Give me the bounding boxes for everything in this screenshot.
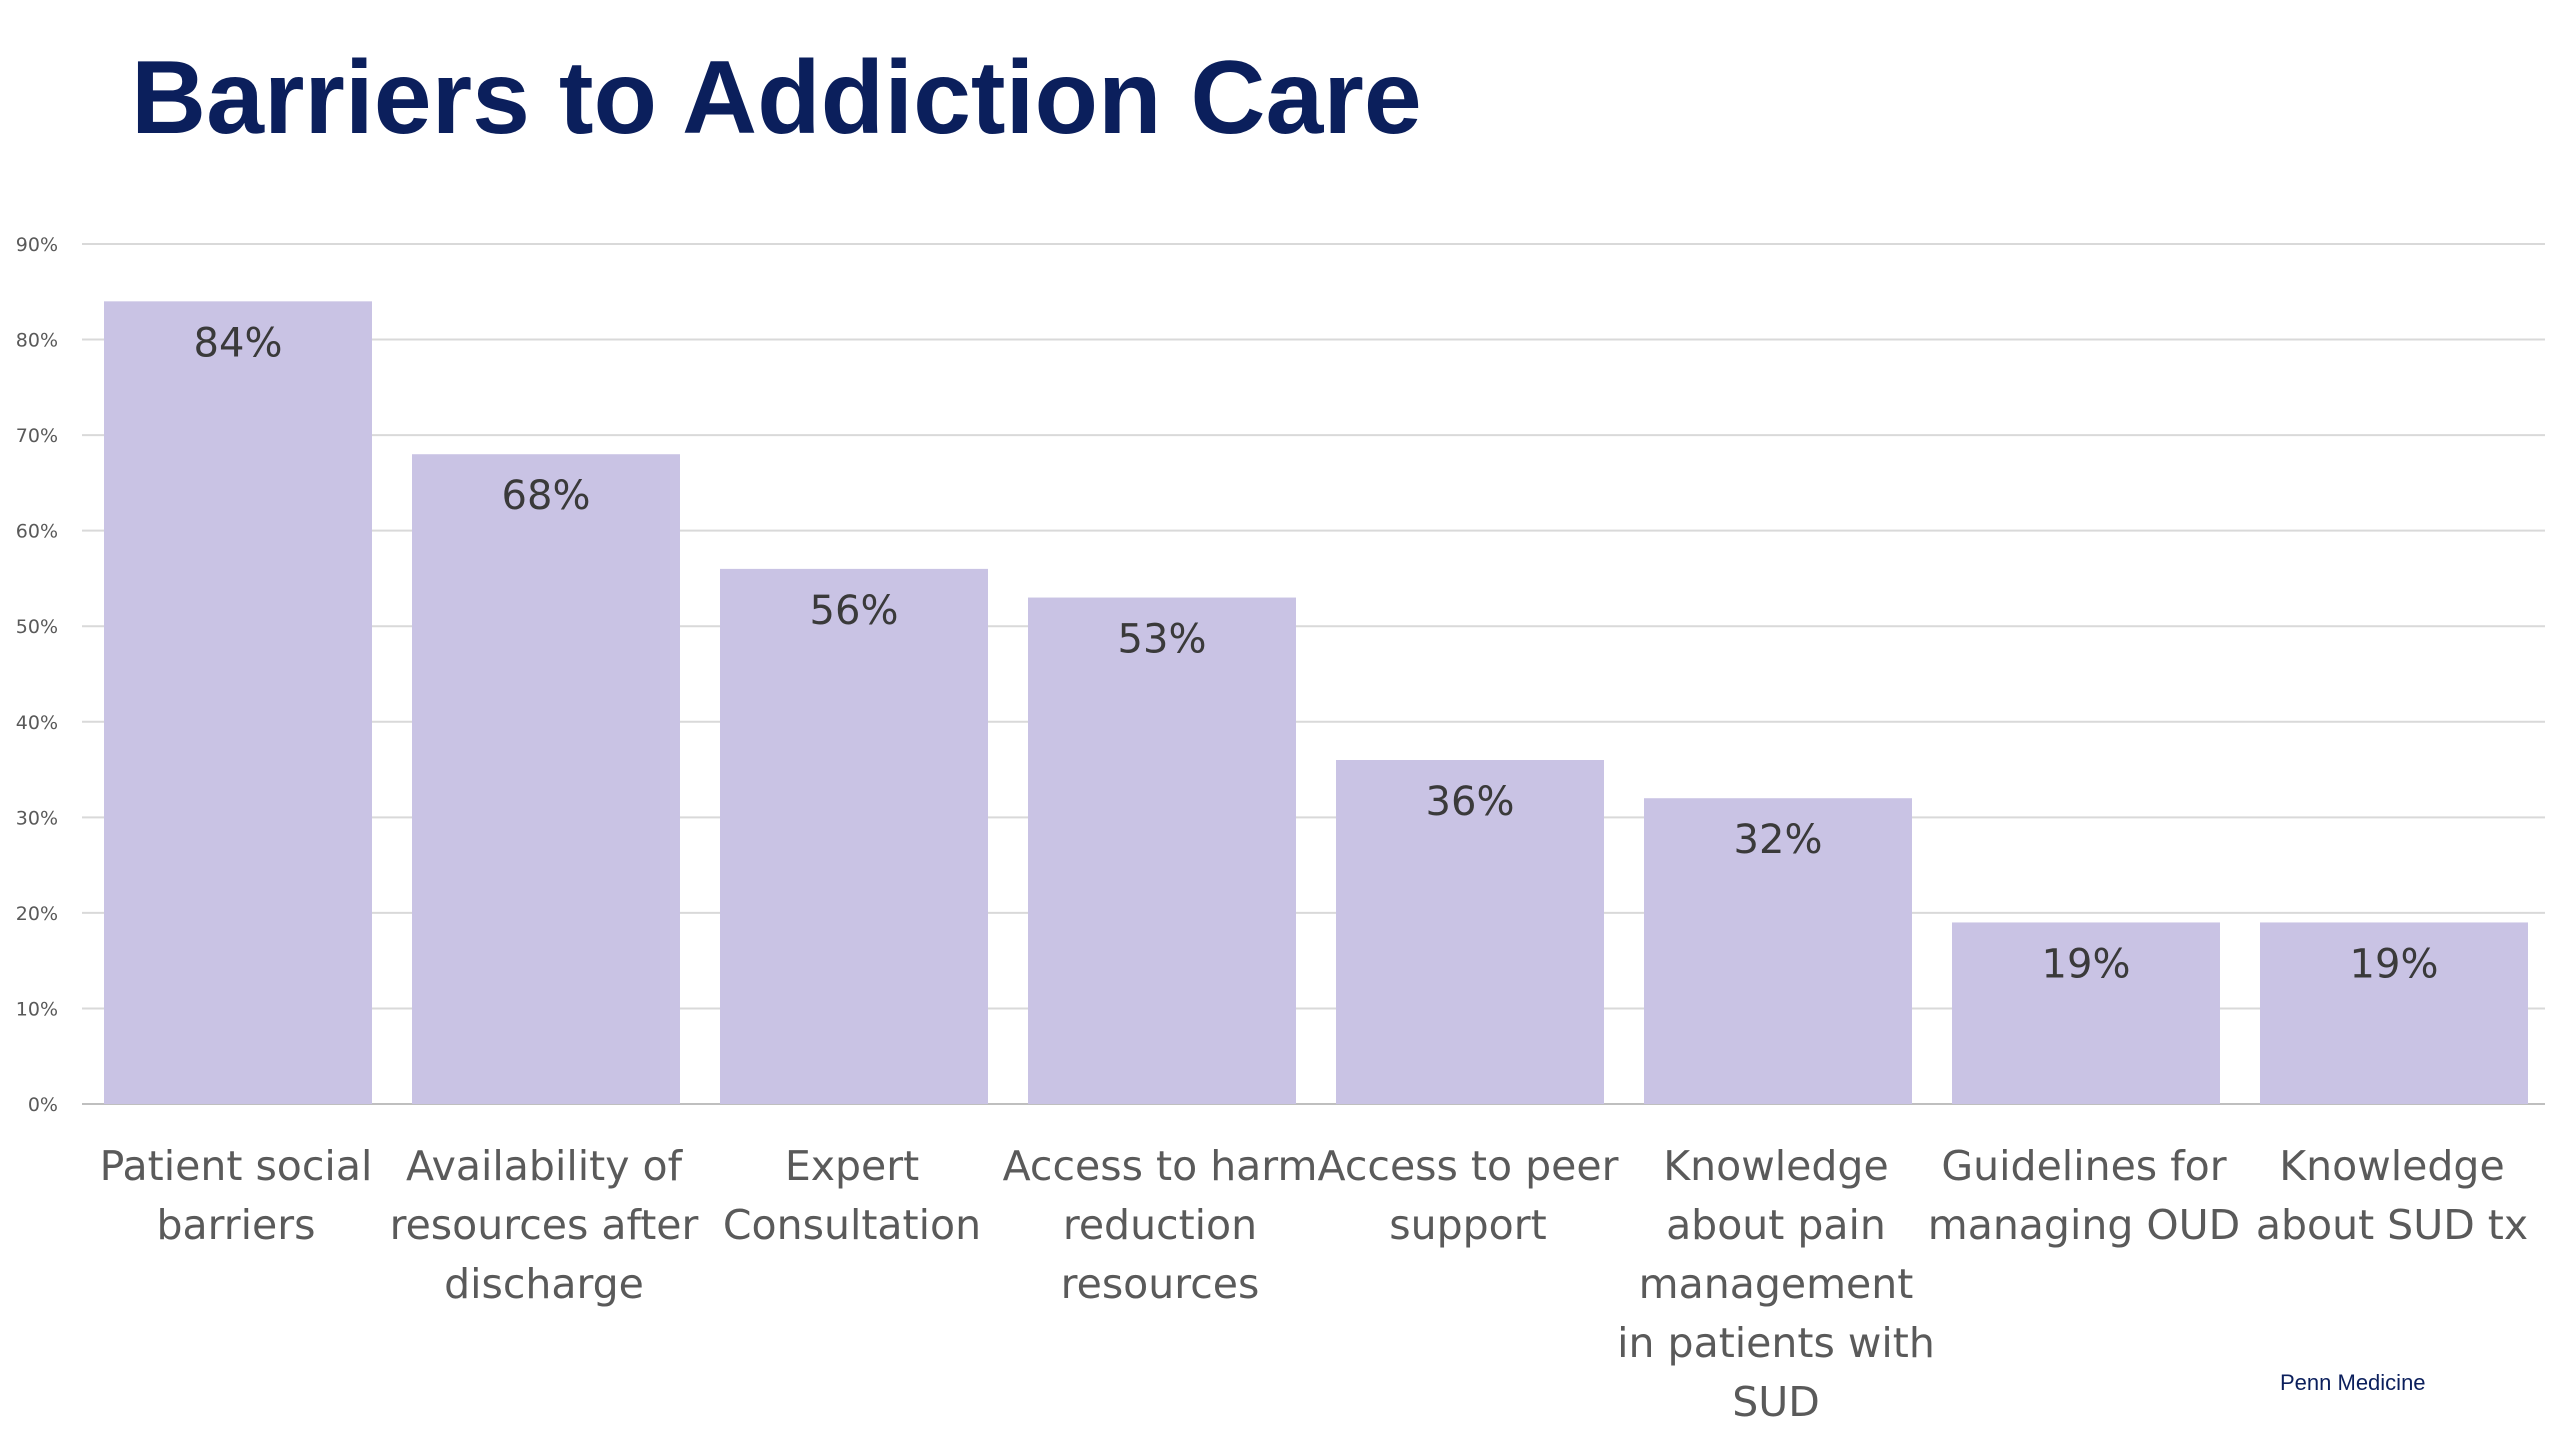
category-label-line: about pain [1666,1201,1886,1249]
category-label-line: resources after [390,1201,699,1249]
bar [1028,597,1296,1104]
category-label: Knowledge about pain management in patients… [1617,1142,1935,1426]
category-label-line: Knowledge [2279,1142,2504,1190]
category-label-line: Access to harm [1003,1142,1318,1190]
category-label-line: Consultation [723,1201,981,1249]
bar [1644,798,1912,1104]
category-label-line: SUD [1732,1378,1820,1426]
y-tick-label: 80% [16,330,58,352]
category-label: Patient social barriers [100,1142,373,1249]
y-axis-ticks: 0% 10% 20% 30% 40% 50% 60% 70% 80% 90% [16,234,58,1116]
y-tick-label: 50% [16,616,58,638]
y-tick-label: 90% [16,234,58,256]
y-tick-label: 30% [16,807,58,829]
category-label-line: discharge [444,1260,644,1308]
bar [1952,922,2220,1104]
data-labels: 84% 68% 56% 53% 36% 32% 19% 19% [194,320,2439,987]
category-label: Access to peer support [1318,1142,1619,1249]
category-label-line: resources [1061,1260,1260,1308]
bar [104,301,372,1104]
data-label: 19% [2042,941,2131,987]
y-tick-label: 20% [16,903,58,925]
bar [1336,760,1604,1104]
category-label-line: Expert [785,1142,919,1190]
category-label: Knowledge about SUD tx [2256,1142,2528,1249]
category-label-line: in patients with [1617,1319,1935,1367]
category-label-line: reduction [1063,1201,1257,1249]
data-label: 32% [1734,817,1823,863]
y-tick-label: 10% [16,998,58,1020]
category-label: Guidelines for managing OUD [1928,1142,2241,1249]
category-label-line: about SUD tx [2256,1201,2528,1249]
bar [2260,922,2528,1104]
category-label-line: Patient social [100,1142,373,1190]
category-label-line: Availability of [406,1142,684,1190]
category-label: Access to harm reduction resources [1003,1142,1318,1308]
category-label-line: managing OUD [1928,1201,2241,1249]
penn-medicine-logo: Penn Medicine [2280,1370,2426,1395]
category-label: Availability of resources after discharge [390,1142,699,1308]
category-label-line: management [1639,1260,1914,1308]
y-tick-label: 40% [16,712,58,734]
y-tick-label: 60% [16,521,58,543]
y-tick-label: 0% [28,1094,58,1116]
category-labels: Patient social barriers Availability of res… [100,1142,2529,1426]
y-tick-label: 70% [16,425,58,447]
data-label: 84% [194,320,283,366]
slide-title: Barriers to Addiction Care [131,40,1422,156]
category-label-line: Guidelines for [1941,1142,2226,1190]
category-label-line: barriers [157,1201,316,1249]
data-label: 68% [502,473,591,519]
data-label: 53% [1118,617,1207,663]
bar [720,568,988,1104]
bars [104,301,2528,1104]
bar [412,454,680,1104]
category-label-line: Knowledge [1663,1142,1888,1190]
category-label-line: Access to peer [1318,1142,1619,1190]
category-label: Expert Consultation [723,1142,981,1249]
data-label: 36% [1426,779,1515,825]
category-label-line: support [1389,1201,1546,1249]
data-label: 19% [2350,941,2439,987]
data-label: 56% [810,588,899,634]
